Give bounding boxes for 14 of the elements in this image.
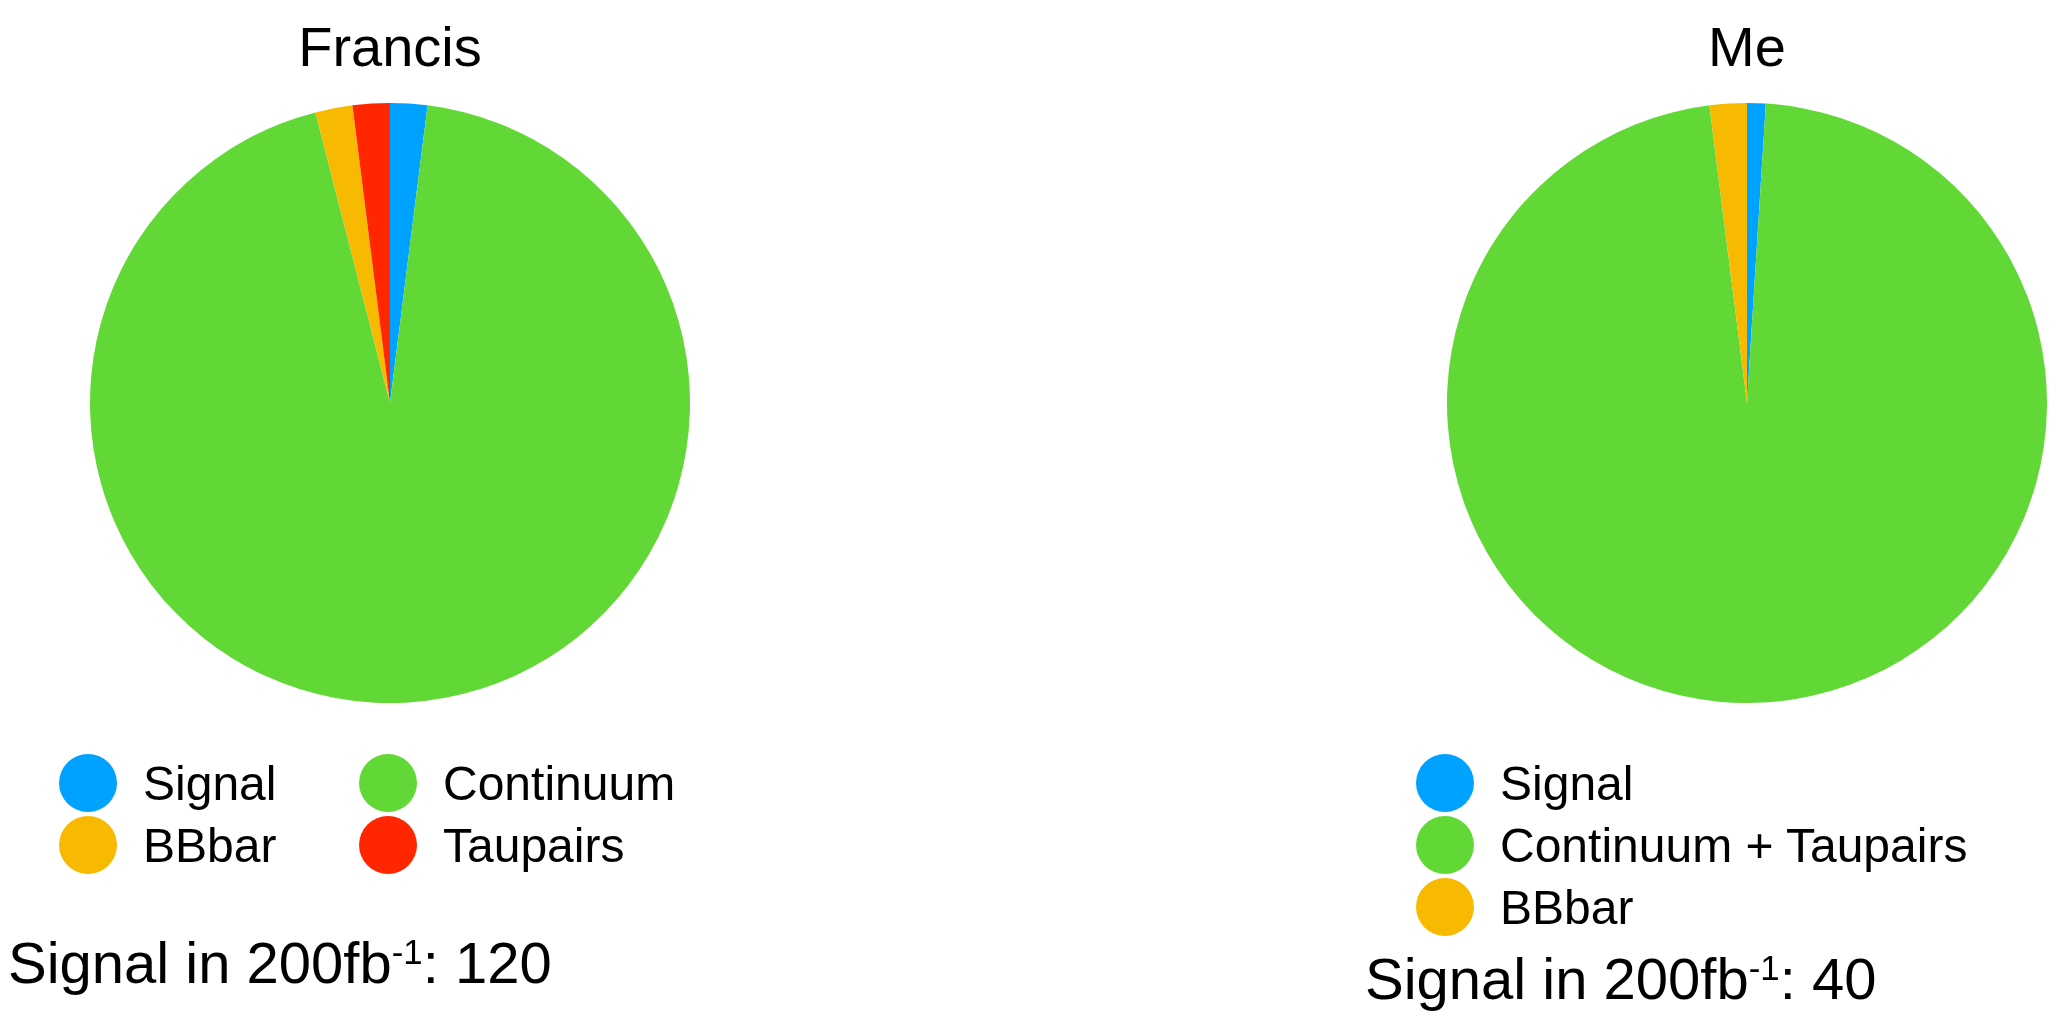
legend-label: BBbar <box>143 818 277 872</box>
legend-label: Taupairs <box>443 818 625 872</box>
pie-slice <box>1447 103 2047 703</box>
chart-title: Francis <box>298 15 482 78</box>
legend-label: Continuum <box>443 756 676 810</box>
legend-label: BBbar <box>1500 880 1634 934</box>
pie-slice <box>315 105 390 403</box>
pie-slice <box>90 105 690 703</box>
chart-title: Me <box>1708 15 1786 78</box>
legend-label: Signal <box>143 756 277 810</box>
legend-label: Signal <box>1500 756 1634 810</box>
text: Signal in 200fb$^{-1}$: 120 <box>8 930 552 995</box>
text: Signal in 200fb$^{-1}$: 40 <box>1365 946 1877 1011</box>
legend-label: Continuum + Taupairs <box>1500 818 1968 872</box>
